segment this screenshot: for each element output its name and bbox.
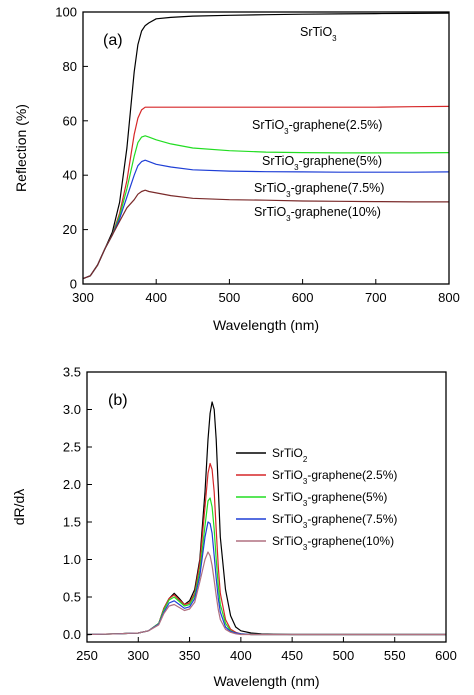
series-line-3 [83, 159, 449, 280]
legend-label-4-main: SrTiO [272, 534, 303, 548]
x-axis-title: Wavelength (nm) [213, 673, 319, 689]
y-tick-label-4: 2.0 [63, 477, 81, 492]
x-tick-label-5: 800 [438, 290, 460, 305]
y-tick-label-5: 2.5 [63, 440, 81, 455]
series-line-1 [87, 462, 446, 636]
legend-label-3: SrTiO3-graphene(7.5%) [272, 512, 397, 530]
x-tick-label-0: 300 [72, 290, 94, 305]
y-tick-label-5: 100 [55, 5, 77, 20]
series-lines [87, 401, 446, 636]
legend-label-2-main: SrTiO [272, 490, 303, 504]
series-annotation-1-rest: -graphene(2.5%) [289, 118, 383, 132]
x-axis-title: Wavelength (nm) [213, 317, 319, 333]
legend-label-2: SrTiO3-graphene(5%) [272, 490, 387, 508]
legend-label-3-sub: 3 [303, 521, 308, 530]
series-annotation-2-rest: -graphene(5%) [299, 154, 382, 168]
x-tick-label-3: 400 [230, 648, 252, 663]
y-tick-label-1: 0.5 [63, 590, 81, 605]
series-line-0 [83, 12, 449, 280]
series-annotation-2-sub: 3 [294, 163, 299, 172]
panel-label: (b) [108, 392, 128, 409]
series-annotation-4-rest: -graphene(10%) [291, 205, 381, 219]
x-tick-label-1: 400 [145, 290, 167, 305]
y-tick-label-0: 0 [70, 277, 77, 292]
series-annotation-0: SrTiO3 [300, 25, 337, 43]
chart-panel-a: 300 400 500 600 700 800 0 20 40 60 80 100 Wavelength… [13, 5, 460, 334]
x-tick-label-0: 250 [76, 648, 98, 663]
legend-label-2-rest: -graphene(5%) [307, 490, 387, 504]
y-tick-label-2: 1.0 [63, 552, 81, 567]
series-annotation-0-main: SrTiO [300, 25, 332, 39]
series-lines [83, 12, 449, 280]
legend-label-4-sub: 3 [303, 543, 308, 552]
series-line-4 [87, 551, 446, 636]
x-tick-label-7: 600 [435, 648, 457, 663]
series-annotation-3-sub: 3 [286, 190, 291, 199]
legend-label-2-sub: 3 [303, 499, 308, 508]
x-tick-label-4: 700 [365, 290, 387, 305]
legend-label-1-main: SrTiO [272, 468, 303, 482]
series-annotation-4-main: SrTiO [254, 205, 286, 219]
x-tick-label-1: 300 [127, 648, 149, 663]
panel-label: (a) [103, 32, 123, 49]
legend-label-0-sub: 2 [303, 455, 308, 464]
y-tick-label-6: 3.0 [63, 402, 81, 417]
series-annotation-4-sub: 3 [286, 214, 291, 223]
series-annotation-3: SrTiO3-graphene(7.5%) [254, 181, 384, 199]
legend-label-1-sub: 3 [303, 477, 308, 486]
series-annotation-1: SrTiO3-graphene(2.5%) [252, 118, 382, 136]
legend-label-3-rest: -graphene(7.5%) [307, 512, 397, 526]
series-annotation-1-sub: 3 [284, 127, 289, 136]
legend-label-4-rest: -graphene(10%) [307, 534, 394, 548]
legend-label-4: SrTiO3-graphene(10%) [272, 534, 394, 552]
y-tick-label-1: 20 [63, 222, 77, 237]
legend-label-0-main: SrTiO [272, 446, 303, 460]
x-tick-label-6: 550 [384, 648, 406, 663]
x-tick-label-2: 350 [179, 648, 201, 663]
plot-frame [82, 11, 450, 285]
series-annotation-2-main: SrTiO [262, 154, 294, 168]
series-annotation-1-main: SrTiO [252, 118, 284, 132]
series-annotation-0-sub: 3 [332, 34, 337, 43]
y-tick-label-3: 60 [63, 113, 77, 128]
y-tick-label-7: 3.5 [63, 365, 81, 380]
y-axis-title: Reflection (%) [13, 104, 29, 192]
legend-label-3-main: SrTiO [272, 512, 303, 526]
legend-label-0: SrTiO2 [272, 446, 308, 464]
y-tick-label-4: 80 [63, 59, 77, 74]
legend-label-1: SrTiO3-graphene(2.5%) [272, 468, 397, 486]
legend: SrTiO2SrTiO3-graphene(2.5%)SrTiO3-graphe… [236, 446, 397, 552]
series-annotation-2: SrTiO3-graphene(5%) [262, 154, 382, 172]
y-axis-title: dR/dλ [11, 489, 27, 526]
plot-frame [86, 371, 447, 643]
legend-label-1-rest: -graphene(2.5%) [307, 468, 397, 482]
x-tick-label-3: 600 [292, 290, 314, 305]
y-tick-label-0: 0.0 [63, 627, 81, 642]
x-tick-label-5: 500 [333, 648, 355, 663]
series-annotation-3-main: SrTiO [254, 181, 286, 195]
series-annotation-4: SrTiO3-graphene(10%) [254, 205, 381, 223]
series-annotation-3-rest: -graphene(7.5%) [291, 181, 385, 195]
chart-panel-b: 250 300 350 400 450 500 550 600 0.0 0.5 1.0 1.5 2.0 2… [11, 365, 457, 690]
x-tick-label-4: 450 [281, 648, 303, 663]
y-tick-label-3: 1.5 [63, 515, 81, 530]
x-tick-label-2: 500 [219, 290, 241, 305]
y-tick-label-2: 40 [63, 168, 77, 183]
series-line-4 [83, 189, 449, 280]
